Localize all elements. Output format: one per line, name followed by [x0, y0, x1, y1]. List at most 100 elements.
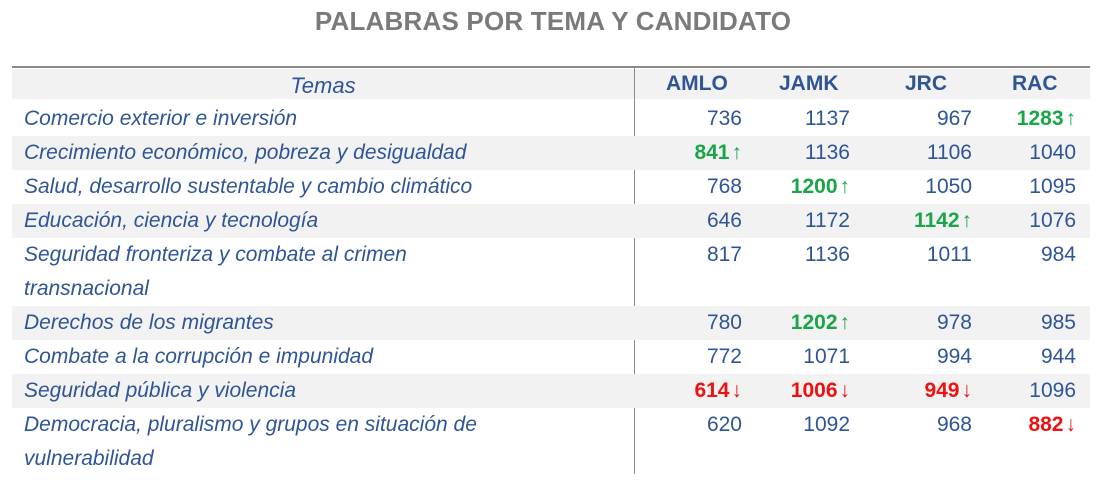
- value-cell-jrc: 1050: [925, 170, 972, 204]
- value-number: 817: [706, 243, 742, 266]
- table-row: Seguridad fronteriza y combate al crimen…: [12, 238, 1090, 300]
- value-cell-amlo: 614↓: [694, 374, 742, 408]
- value-number: 1202: [790, 311, 838, 334]
- value-number: 736: [706, 107, 742, 130]
- value-cell-jamk: 1136: [805, 238, 850, 272]
- topic-line: Seguridad pública y violencia: [24, 379, 297, 402]
- value-cell-amlo: 841↑: [694, 136, 742, 170]
- value-cell-rac: 985: [1041, 306, 1076, 340]
- value-cell-jrc: 1106: [927, 136, 972, 170]
- value-number: 1095: [1029, 175, 1076, 198]
- value-number: 620: [706, 413, 742, 436]
- table-row: Comercio exterior e inversión 736 1137 967 1…: [12, 102, 1090, 136]
- value-number: 944: [1040, 345, 1076, 368]
- value-number: 1040: [1029, 141, 1076, 164]
- arrow-down-icon: ↓: [731, 379, 743, 402]
- value-number: 882: [1028, 413, 1064, 436]
- value-cell-jrc: 949↓: [924, 374, 972, 408]
- value-number: 646: [706, 209, 742, 232]
- page-title: PALABRAS POR TEMA Y CANDIDATO: [314, 6, 792, 36]
- table-row: Combate a la corrupción e impunidad 772 10…: [12, 340, 1090, 374]
- arrow-up-icon: ↑: [839, 311, 851, 334]
- value-number: 1076: [1029, 209, 1076, 232]
- topic-line: Salud, desarrollo sustentable y cambio c…: [24, 175, 473, 198]
- arrow-down-icon: ↓: [1065, 413, 1077, 436]
- value-cell-jamk: 1200↑: [791, 170, 850, 204]
- value-cell-jrc: 1011: [927, 238, 972, 272]
- arrow-down-icon: ↓: [961, 379, 973, 402]
- value-number: 1006: [790, 379, 838, 402]
- table-row: Democracia, pluralismo y grupos en situa…: [12, 408, 1090, 470]
- value-number: 985: [1040, 311, 1076, 334]
- value-number: 1106: [926, 141, 972, 164]
- value-number: 1283: [1016, 107, 1064, 130]
- arrow-up-icon: ↑: [961, 209, 973, 232]
- value-cell-jrc: 968: [937, 408, 972, 442]
- value-number: 984: [1040, 243, 1076, 266]
- topic-label: Democracia, pluralismo y grupos en situa…: [24, 408, 624, 476]
- value-cell-jamk: 1137: [805, 102, 850, 136]
- value-number: 1071: [803, 345, 850, 368]
- value-cell-rac: 1076: [1029, 204, 1076, 238]
- value-number: 1142: [913, 209, 960, 232]
- value-cell-amlo: 768: [707, 170, 742, 204]
- topic-label: Seguridad pública y violencia: [24, 374, 624, 408]
- topic-label: Comercio exterior e inversión: [24, 102, 624, 136]
- column-divider: [634, 66, 635, 474]
- arrow-up-icon: ↑: [731, 141, 743, 164]
- value-cell-jrc: 1142↑: [914, 204, 972, 238]
- value-cell-jamk: 1092: [803, 408, 850, 442]
- column-header-jamk: JAMK: [779, 72, 839, 95]
- value-cell-amlo: 817: [707, 238, 742, 272]
- topic-label: Educación, ciencia y tecnología: [24, 204, 624, 238]
- value-cell-rac: 944: [1041, 340, 1076, 374]
- topic-label: Salud, desarrollo sustentable y cambio c…: [24, 170, 624, 204]
- value-number: 1172: [804, 209, 850, 232]
- value-cell-amlo: 620: [707, 408, 742, 442]
- value-number: 1050: [925, 175, 972, 198]
- topic-line: Derechos de los migrantes: [24, 311, 274, 334]
- value-cell-amlo: 646: [707, 204, 742, 238]
- topic-label: Seguridad fronteriza y combate al crimen…: [24, 238, 624, 306]
- value-number: 1136: [804, 243, 850, 266]
- topic-line: Democracia, pluralismo y grupos en situa…: [24, 413, 477, 436]
- table-header: Temas AMLO JAMK JRC RAC: [12, 69, 1090, 99]
- value-number: 978: [936, 311, 972, 334]
- value-cell-jamk: 1071: [803, 340, 850, 374]
- table-row: Salud, desarrollo sustentable y cambio c…: [12, 170, 1090, 204]
- value-cell-rac: 1040: [1029, 136, 1076, 170]
- value-cell-jamk: 1006↓: [791, 374, 850, 408]
- value-number: 967: [936, 107, 972, 130]
- arrow-down-icon: ↓: [839, 379, 851, 402]
- table-row: Educación, ciencia y tecnología 646 1172 11…: [12, 204, 1090, 238]
- table-row: Derechos de los migrantes 780 1202↑ 978 985: [12, 306, 1090, 340]
- topic-line: Crecimiento económico, pobreza y desigua…: [24, 141, 467, 164]
- topic-line: Combate a la corrupción e impunidad: [24, 345, 374, 368]
- value-number: 780: [706, 311, 742, 334]
- value-cell-rac: 1095: [1029, 170, 1076, 204]
- value-cell-amlo: 780: [707, 306, 742, 340]
- value-number: 949: [924, 379, 960, 402]
- value-cell-jamk: 1172: [805, 204, 850, 238]
- value-number: 772: [706, 345, 742, 368]
- topics-header: Temas: [290, 73, 356, 98]
- value-cell-jamk: 1136: [805, 136, 850, 170]
- table-row: Crecimiento económico, pobreza y desigua…: [12, 136, 1090, 170]
- value-cell-amlo: 736: [707, 102, 742, 136]
- value-number: 1092: [803, 413, 850, 436]
- value-number: 768: [706, 175, 742, 198]
- topic-label: Crecimiento económico, pobreza y desigua…: [24, 136, 624, 170]
- table-row: Seguridad pública y violencia 614↓ 1006↓ 94…: [12, 374, 1090, 408]
- value-cell-rac: 882↓: [1028, 408, 1076, 442]
- value-number: 841: [694, 141, 730, 164]
- topic-label: Derechos de los migrantes: [24, 306, 624, 340]
- value-cell-amlo: 772: [707, 340, 742, 374]
- value-number: 994: [936, 345, 972, 368]
- topic-line: vulnerabilidad: [24, 447, 154, 470]
- value-cell-jrc: 967: [937, 102, 972, 136]
- topic-line: Comercio exterior e inversión: [24, 107, 298, 130]
- topic-line: transnacional: [24, 277, 149, 300]
- value-cell-rac: 984: [1041, 238, 1076, 272]
- column-header-rac: RAC: [1012, 72, 1058, 95]
- value-number: 1011: [926, 243, 972, 266]
